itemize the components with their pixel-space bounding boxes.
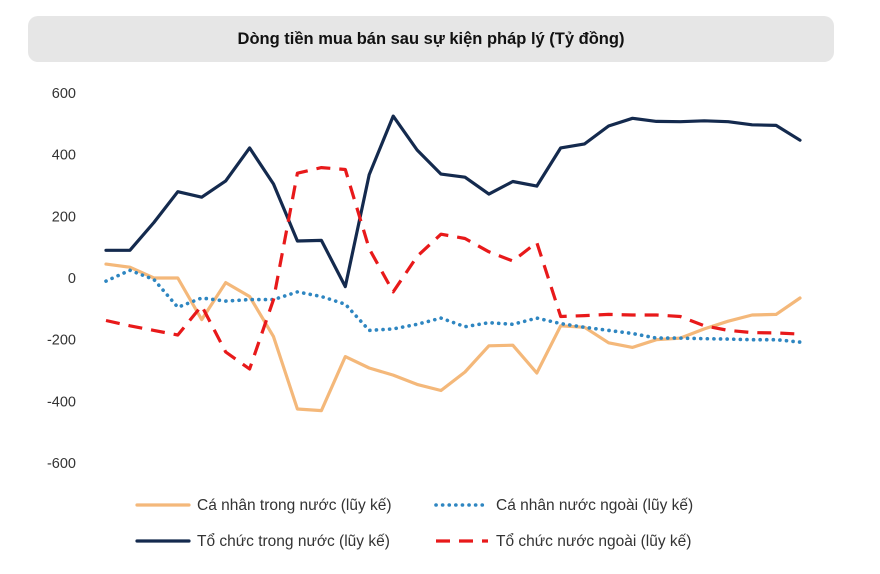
y-tick-label: 0: [68, 271, 76, 287]
series-line-1: [104, 262, 802, 413]
y-tick-label: 400: [52, 148, 76, 164]
chart-title: Dòng tiền mua bán sau sự kiện pháp lý (T…: [237, 29, 625, 48]
series-line-3: [104, 114, 802, 289]
series-line-2: [104, 268, 802, 344]
legend-label-1: Cá nhân trong nước (lũy kế): [197, 497, 392, 514]
y-tick-label: 200: [52, 209, 76, 225]
y-tick-label: -200: [47, 333, 76, 349]
y-tick-label: 600: [52, 86, 76, 102]
y-tick-label: -400: [47, 394, 76, 410]
y-tick-label: -600: [47, 456, 76, 472]
chart-title-bar: Dòng tiền mua bán sau sự kiện pháp lý (T…: [28, 16, 834, 62]
legend-label-2: Cá nhân nước ngoài (lũy kế): [496, 497, 693, 514]
legend-label-3: Tổ chức trong nước (lũy kế): [197, 533, 390, 550]
legend-label-4: Tổ chức nước ngoài (lũy kế): [496, 533, 691, 550]
